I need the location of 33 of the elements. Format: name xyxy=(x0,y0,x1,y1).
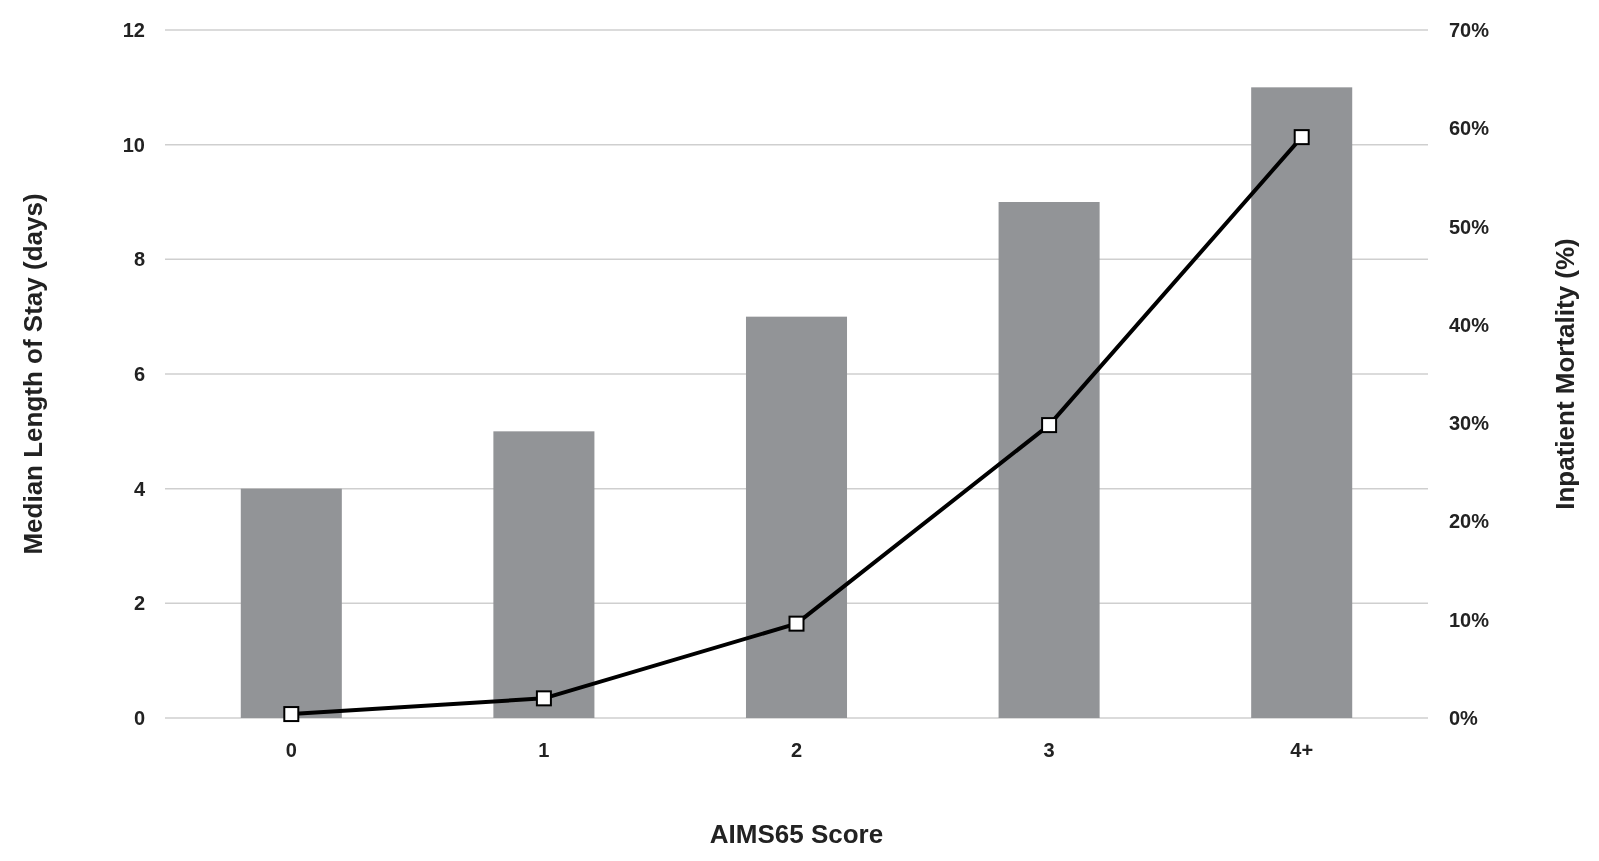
y-tick-label: 2 xyxy=(133,592,145,615)
y-tick-label: 6 xyxy=(133,363,145,385)
x-tick-label: 0 xyxy=(285,739,297,761)
bar xyxy=(745,316,848,718)
y2-tick-label: 30% xyxy=(1449,412,1490,435)
y-tick-label: 0 xyxy=(133,707,145,729)
y2-tick-label: 10% xyxy=(1449,608,1490,631)
y2-tick-label: 50% xyxy=(1449,215,1490,238)
point xyxy=(788,615,805,632)
x-tick-label: 1 xyxy=(538,739,550,761)
y2-tick-label: 20% xyxy=(1449,510,1490,533)
bar xyxy=(998,202,1100,718)
y2-tick-label: 0% xyxy=(1449,707,1479,729)
x-tick-label: 4+ xyxy=(1290,739,1314,761)
y-tick-label: 8 xyxy=(133,248,145,271)
bar xyxy=(1251,87,1353,718)
point xyxy=(1293,129,1310,146)
point xyxy=(283,706,300,723)
y2-tick-label: 60% xyxy=(1449,117,1490,140)
x-axis-title: AIMS65 Score xyxy=(709,819,884,849)
bar xyxy=(240,488,342,718)
bar xyxy=(493,431,595,718)
y-tick-label: 4 xyxy=(133,477,146,500)
point xyxy=(1041,417,1058,434)
y2-axis-title: Inpatient Mortality (%) xyxy=(1550,238,1580,510)
y2-tick-label: 40% xyxy=(1449,313,1490,336)
x-tick-label: 2 xyxy=(790,739,803,761)
y-tick-label: 10 xyxy=(122,133,145,156)
x-tick-label: 3 xyxy=(1043,739,1055,761)
y-tick-label: 12 xyxy=(122,19,145,41)
point xyxy=(535,690,552,707)
y-axis-title: Median Length of Stay (days) xyxy=(18,193,48,555)
y2-tick-label: 70% xyxy=(1449,19,1490,41)
